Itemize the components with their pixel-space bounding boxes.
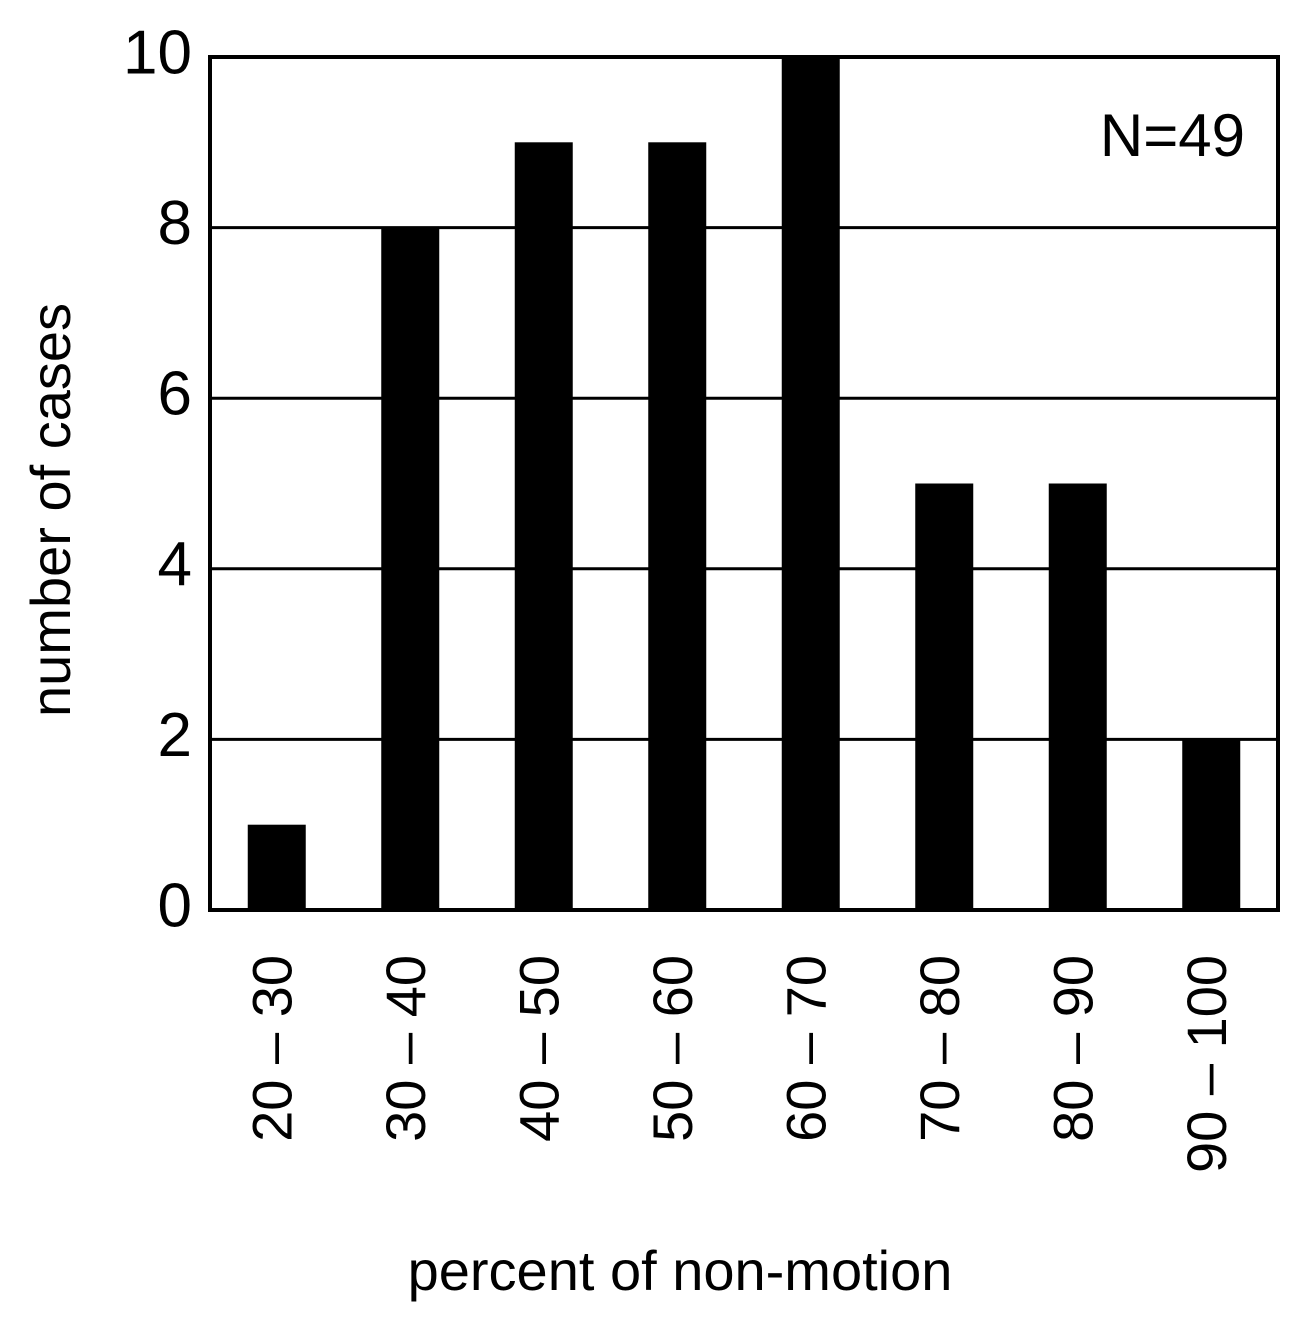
x-axis-label: percent of non-motion <box>408 1239 953 1302</box>
y-tick-label: 2 <box>158 701 192 770</box>
bar <box>915 483 974 910</box>
bar <box>381 227 440 911</box>
x-tick-label: 50 – 60 <box>641 955 704 1142</box>
plot-frame <box>208 55 1280 912</box>
y-axis-label: number of cases <box>19 303 82 717</box>
x-tick-label: 90 – 100 <box>1175 955 1238 1173</box>
x-tick-label: 80 – 90 <box>1042 955 1105 1142</box>
bar <box>1182 739 1241 910</box>
annotation: N=49 <box>1100 102 1245 169</box>
x-tick-label: 30 – 40 <box>374 955 437 1142</box>
x-tick-label: 40 – 50 <box>508 955 571 1142</box>
bar <box>247 824 306 910</box>
x-tick-label: 60 – 70 <box>775 955 838 1142</box>
y-tick-label: 8 <box>158 189 192 258</box>
y-tick-label: 0 <box>158 871 192 940</box>
y-tick-label: 10 <box>123 18 192 87</box>
bar <box>1048 483 1107 910</box>
x-tick-label: 70 – 80 <box>908 955 971 1142</box>
y-tick-label: 4 <box>158 530 192 599</box>
x-tick-label: 20 – 30 <box>241 955 304 1142</box>
bar <box>781 57 840 910</box>
bar <box>514 142 573 911</box>
y-tick-label: 6 <box>158 360 192 429</box>
bar <box>648 142 707 911</box>
